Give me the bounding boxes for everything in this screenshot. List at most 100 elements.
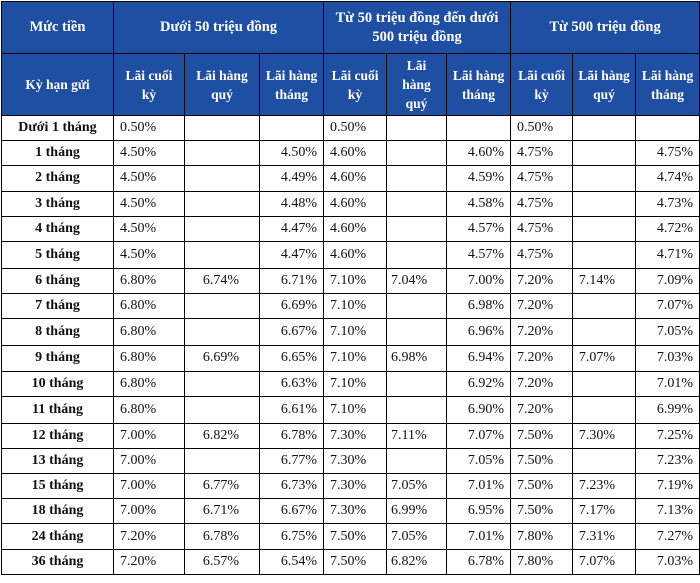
rate-cell: 4.48% xyxy=(258,190,325,217)
table-row: 8 tháng 6.80% 6.67% 7.10% 6.96% 7.20% 7.05% xyxy=(1,318,700,347)
term-label: 13 tháng xyxy=(1,447,114,475)
rate-cell: 7.03% xyxy=(635,345,700,372)
rate-cell: 4.60% xyxy=(446,140,512,167)
rate-cell: 7.10% xyxy=(323,345,388,372)
rate-cell: 6.67% xyxy=(258,318,325,347)
rate-cell: 7.20% xyxy=(510,293,574,320)
term-label: 5 tháng xyxy=(1,240,114,269)
rate-cell: 7.27% xyxy=(635,523,700,550)
header-row-groups: Mức tiền Dưới 50 triệu đồng Từ 50 triệu … xyxy=(1,1,700,54)
rate-cell: 7.00% xyxy=(113,422,185,449)
rate-cell xyxy=(446,114,512,142)
rate-cell: 6.78% xyxy=(258,422,325,449)
rate-cell: 7.80% xyxy=(510,548,574,575)
rate-cell xyxy=(386,447,448,475)
rate-cell xyxy=(184,165,260,192)
rate-cell: 4.75% xyxy=(510,240,574,269)
rate-cell: 7.23% xyxy=(635,447,700,475)
rate-cell xyxy=(572,215,637,242)
rate-cell: 7.05% xyxy=(446,447,512,475)
rate-cell: 6.54% xyxy=(258,548,325,575)
rate-cell: 7.04% xyxy=(386,267,448,295)
table-row: 10 tháng 6.80% 6.63% 7.10% 6.92% 7.20% 7.01% xyxy=(1,370,700,397)
rate-cell: 6.77% xyxy=(258,447,325,475)
rate-cell: 4.74% xyxy=(635,165,700,192)
rate-cell: 6.69% xyxy=(258,293,325,320)
rate-cell xyxy=(386,240,448,269)
rate-cell: 0.50% xyxy=(113,114,185,142)
rate-cell: 7.07% xyxy=(635,293,700,320)
rate-cell: 7.10% xyxy=(323,267,388,295)
rate-cell: 4.47% xyxy=(258,240,325,269)
rate-cell: 6.74% xyxy=(184,267,260,295)
rate-cell: 6.65% xyxy=(258,345,325,372)
subheader-monthly: Lãi hàng tháng xyxy=(446,53,512,116)
rate-cell: 7.20% xyxy=(510,370,574,397)
rate-cell: 7.07% xyxy=(572,345,637,372)
term-label: 12 tháng xyxy=(1,422,114,449)
rate-cell: 7.20% xyxy=(510,345,574,372)
rate-cell: 7.25% xyxy=(635,422,700,449)
table-row: 24 tháng 7.20% 6.78% 6.75% 7.50% 7.05% 7.01% 7.… xyxy=(1,523,700,550)
table-row: 7 tháng 6.80% 6.69% 7.10% 6.98% 7.20% 7.07% xyxy=(1,293,700,320)
rate-cell xyxy=(572,293,637,320)
table-row: 5 tháng 4.50% 4.47% 4.60% 4.57% 4.75% 4.71% xyxy=(1,240,700,269)
rate-cell: 7.20% xyxy=(510,395,574,424)
rate-cell: 6.63% xyxy=(258,370,325,397)
term-label: Dưới 1 tháng xyxy=(1,114,114,142)
rate-cell xyxy=(572,447,637,475)
rate-cell xyxy=(386,215,448,242)
rate-cell: 7.23% xyxy=(572,473,637,500)
rate-cell: 7.03% xyxy=(635,548,700,575)
rate-cell: 4.60% xyxy=(323,240,388,269)
rate-cell: 7.50% xyxy=(323,548,388,575)
rate-cell: 7.20% xyxy=(510,267,574,295)
table-row: Dưới 1 tháng 0.50% 0.50% 0.50% xyxy=(1,114,700,142)
table-row: 3 tháng 4.50% 4.48% 4.60% 4.58% 4.75% 4.73% xyxy=(1,190,700,217)
rate-cell: 4.50% xyxy=(113,140,185,167)
corner-term-label: Kỳ hạn gửi xyxy=(1,53,114,116)
term-label: 6 tháng xyxy=(1,267,114,295)
rate-cell: 7.14% xyxy=(572,267,637,295)
rate-cell: 6.92% xyxy=(446,370,512,397)
rate-cell: 4.72% xyxy=(635,215,700,242)
rate-cell: 4.59% xyxy=(446,165,512,192)
rate-cell xyxy=(184,395,260,424)
term-label: 1 tháng xyxy=(1,140,114,167)
rate-cell xyxy=(184,447,260,475)
rate-cell: 4.60% xyxy=(323,140,388,167)
rate-cell: 6.96% xyxy=(446,318,512,347)
rate-cell: 4.50% xyxy=(113,165,185,192)
rate-cell: 7.19% xyxy=(635,473,700,500)
rate-cell: 6.69% xyxy=(184,345,260,372)
group-50m-to-500m: Từ 50 triệu đồng đến dưới 500 triệu đồng xyxy=(323,1,512,54)
rate-cell xyxy=(184,240,260,269)
term-label: 15 tháng xyxy=(1,473,114,500)
table-row: 6 tháng 6.80% 6.74% 6.71% 7.10% 7.04% 7.00% 7.2… xyxy=(1,267,700,295)
group-under-50m: Dưới 50 triệu đồng xyxy=(112,1,325,54)
term-label: 18 tháng xyxy=(1,498,114,525)
table-row: 36 tháng 7.20% 6.57% 6.54% 7.50% 6.82% 6.78% 7.… xyxy=(1,548,700,575)
rate-cell: 7.50% xyxy=(510,422,574,449)
term-label: 8 tháng xyxy=(1,318,114,347)
rate-cell xyxy=(386,114,448,142)
rate-cell xyxy=(635,114,700,142)
table-row: 9 tháng 6.80% 6.69% 6.65% 7.10% 6.98% 6.94% 7.2… xyxy=(1,345,700,372)
rate-cell: 7.00% xyxy=(113,498,185,525)
rate-cell: 4.47% xyxy=(258,215,325,242)
rate-cell xyxy=(572,240,637,269)
rate-cell: 6.71% xyxy=(258,267,325,295)
rate-cell: 6.99% xyxy=(386,498,448,525)
rate-cell: 7.07% xyxy=(572,548,637,575)
table-body: Dưới 1 tháng 0.50% 0.50% 0.50% 1 tháng 4.50% 4… xyxy=(1,114,700,575)
rate-cell: 6.80% xyxy=(113,395,185,424)
rate-cell: 7.01% xyxy=(446,523,512,550)
rate-cell xyxy=(184,370,260,397)
rate-cell: 7.01% xyxy=(446,473,512,500)
rate-cell: 6.57% xyxy=(184,548,260,575)
rate-cell: 7.10% xyxy=(323,293,388,320)
rate-cell: 7.17% xyxy=(572,498,637,525)
rate-cell: 7.30% xyxy=(323,447,388,475)
table-row: 2 tháng 4.50% 4.49% 4.60% 4.59% 4.75% 4.74% xyxy=(1,165,700,192)
rate-cell: 7.20% xyxy=(113,548,185,575)
